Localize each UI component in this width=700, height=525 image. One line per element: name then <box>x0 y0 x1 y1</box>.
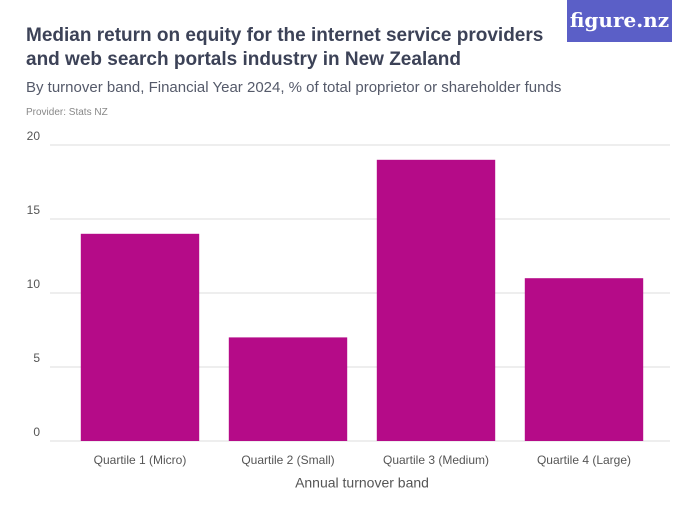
x-tick-label: Quartile 2 (Small) <box>241 453 334 467</box>
x-tick-label: Quartile 3 (Medium) <box>383 453 489 467</box>
y-tick-label: 10 <box>27 277 41 291</box>
y-tick-label: 15 <box>27 203 41 217</box>
chart-subtitle: By turnover band, Financial Year 2024, %… <box>26 79 562 96</box>
y-tick-label: 5 <box>33 351 40 365</box>
bar <box>80 233 200 441</box>
chart-title: Median return on equity for the internet… <box>26 25 544 70</box>
x-tick-label: Quartile 4 (Large) <box>537 453 631 467</box>
x-tick-label: Quartile 1 (Micro) <box>94 453 187 467</box>
y-tick-label: 0 <box>33 425 40 439</box>
y-tick-label: 20 <box>27 129 41 143</box>
bar <box>376 159 496 442</box>
bar <box>228 337 348 441</box>
logo[interactable]: figure.nz <box>567 0 672 42</box>
provider: Provider: Stats NZ <box>26 107 108 118</box>
bar <box>524 278 644 441</box>
x-axis-label: Annual turnover band <box>295 475 429 491</box>
